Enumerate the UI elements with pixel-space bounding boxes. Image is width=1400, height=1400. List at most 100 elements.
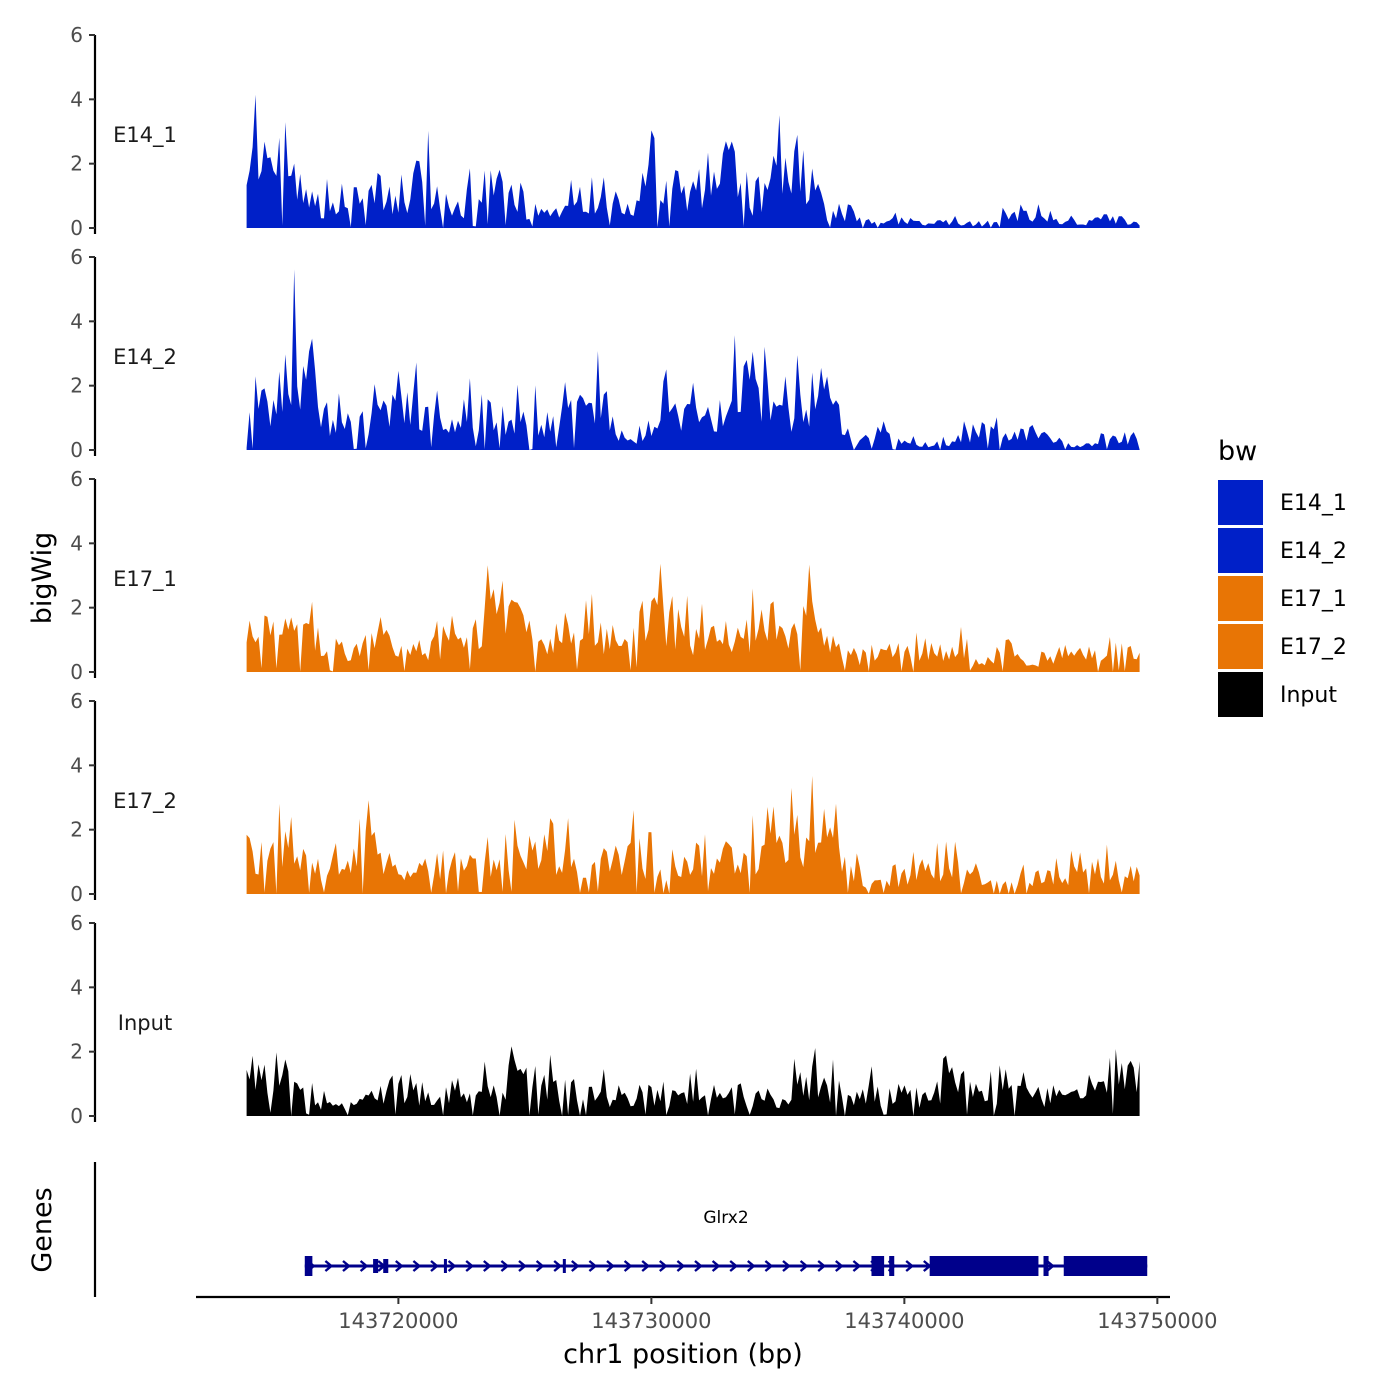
track-label-E17_1: E17_1 xyxy=(113,567,177,592)
strand-arrow xyxy=(694,1260,703,1272)
x-axis-title: chr1 position (bp) xyxy=(563,1339,803,1370)
y-tick-label: 0 xyxy=(70,1104,83,1128)
strand-arrow xyxy=(324,1260,334,1272)
strand-arrow xyxy=(535,1260,545,1272)
strand-arrow xyxy=(500,1260,510,1272)
y-tick-label: 6 xyxy=(70,245,83,269)
strand-arrow xyxy=(641,1260,651,1272)
exon-9 xyxy=(1043,1256,1049,1276)
legend-swatch-Input xyxy=(1218,672,1263,717)
strand-arrow xyxy=(571,1260,580,1272)
x-axis: 143720000 143730000 143740000 143750000 chr… xyxy=(196,1295,1217,1370)
y-tick-label: 4 xyxy=(70,87,83,111)
strand-arrow xyxy=(905,1260,915,1272)
y-tick-label: 2 xyxy=(70,374,83,398)
y-tick-label: 4 xyxy=(70,753,83,777)
y-tick-label: 2 xyxy=(70,152,83,176)
x-tick-label: 143720000 xyxy=(338,1309,458,1333)
strand-arrow xyxy=(553,1260,563,1272)
legend-swatch-E14_1 xyxy=(1218,480,1263,525)
strand-arrow xyxy=(764,1260,774,1272)
exon-10 xyxy=(1063,1256,1148,1276)
strand-arrow xyxy=(782,1260,791,1272)
strand-arrow xyxy=(1046,1260,1055,1272)
legend-label-E17_2: E17_2 xyxy=(1280,635,1347,660)
strand-arrow xyxy=(518,1260,527,1272)
strand-arrow xyxy=(835,1260,844,1272)
x-tick-label: 143740000 xyxy=(844,1309,964,1333)
gene-track-title: Genes xyxy=(27,1187,58,1272)
legend-items: E14_1 E14_2 E17_1 E17_2 Input xyxy=(1218,480,1347,717)
y-tick-label: 0 xyxy=(70,216,83,240)
legend-swatch-E14_2 xyxy=(1218,528,1263,573)
y-tick-label: 2 xyxy=(70,596,83,620)
strand-arrow xyxy=(483,1260,492,1272)
track-E17_1: 0 2 4 6 E17_1 xyxy=(70,467,1140,684)
track-E14_1: 0 2 4 6 E14_1 xyxy=(70,23,1140,240)
y-tick-label: 6 xyxy=(70,911,83,935)
gene-track: Genes Glrx2 xyxy=(27,1162,1148,1297)
exon-4 xyxy=(443,1259,447,1273)
strand-arrow xyxy=(395,1260,404,1272)
y-tick-label: 4 xyxy=(70,531,83,555)
y-tick-label: 0 xyxy=(70,882,83,906)
track-label-E14_1: E14_1 xyxy=(113,123,177,148)
bigwig-tracks: 0 2 4 6 E14_1 0 2 4 6 E14_2 0 2 4 6 E17_1 0 2 4 6 E17_2 0 2 4 6… xyxy=(70,23,1140,1128)
y-tick-label: 4 xyxy=(70,975,83,999)
coverage-area-E17_2 xyxy=(246,775,1140,894)
exon-1 xyxy=(304,1256,313,1276)
strand-arrow xyxy=(430,1260,439,1272)
legend: bw E14_1 E14_2 E17_1 E17_2 Input xyxy=(1218,436,1347,717)
x-tick-label: 143730000 xyxy=(591,1309,711,1333)
gene-exons xyxy=(304,1256,1148,1276)
track-E14_2: 0 2 4 6 E14_2 xyxy=(70,245,1140,462)
y-tick-label: 0 xyxy=(70,660,83,684)
strand-arrow xyxy=(729,1260,739,1272)
y-tick-label: 4 xyxy=(70,309,83,333)
strand-arrow xyxy=(852,1260,862,1272)
strand-arrow xyxy=(342,1260,351,1272)
strand-arrow xyxy=(359,1260,369,1272)
strand-arrow xyxy=(447,1260,457,1272)
track-label-E17_2: E17_2 xyxy=(113,789,177,814)
strand-arrow xyxy=(747,1260,756,1272)
legend-swatch-E17_2 xyxy=(1218,624,1263,669)
strand-arrow xyxy=(623,1260,633,1272)
exon-8 xyxy=(929,1256,1039,1276)
y-tick-label: 0 xyxy=(70,438,83,462)
y-tick-label: 2 xyxy=(70,818,83,842)
x-ticks: 143720000 143730000 143740000 143750000 xyxy=(338,1297,1217,1333)
strand-arrow xyxy=(606,1260,615,1272)
coverage-area-E17_1 xyxy=(246,563,1140,672)
exon-5 xyxy=(562,1259,566,1273)
strand-arrow xyxy=(711,1260,721,1272)
track-E17_2: 0 2 4 6 E17_2 xyxy=(70,689,1140,906)
coverage-area-E14_1 xyxy=(246,94,1140,228)
legend-label-E14_2: E14_2 xyxy=(1280,539,1347,564)
strand-arrow xyxy=(799,1260,809,1272)
x-tick-label: 143750000 xyxy=(1097,1309,1217,1333)
y-axis-title: bigWig xyxy=(27,532,58,625)
exon-2 xyxy=(373,1259,379,1273)
legend-title: bw xyxy=(1218,436,1257,467)
y-tick-label: 6 xyxy=(70,689,83,713)
coverage-area-E14_2 xyxy=(246,269,1140,450)
exon-6 xyxy=(871,1256,885,1276)
legend-label-E17_1: E17_1 xyxy=(1280,587,1347,612)
strand-arrow xyxy=(588,1260,598,1272)
track-label-E14_2: E14_2 xyxy=(113,345,177,370)
y-tick-label: 6 xyxy=(70,467,83,491)
y-tick-label: 6 xyxy=(70,23,83,47)
gene-name-label: Glrx2 xyxy=(703,1208,748,1228)
y-tick-label: 2 xyxy=(70,1040,83,1064)
legend-swatch-E17_1 xyxy=(1218,576,1263,621)
legend-label-Input: Input xyxy=(1280,683,1337,708)
track-label-Input: Input xyxy=(118,1011,172,1035)
strand-arrow xyxy=(412,1260,422,1272)
legend-label-E14_1: E14_1 xyxy=(1280,491,1347,516)
strand-arrow xyxy=(465,1260,475,1272)
strand-arrow xyxy=(659,1260,668,1272)
track-Input: 0 2 4 6 Input xyxy=(70,911,1140,1128)
coverage-area-Input xyxy=(246,1046,1140,1116)
